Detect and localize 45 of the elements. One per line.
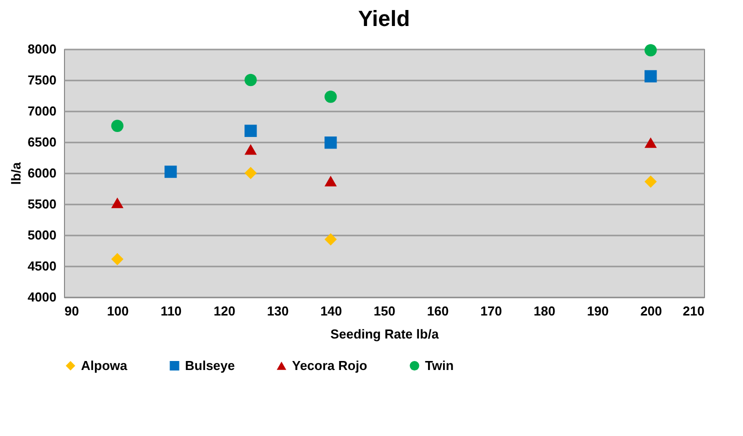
x-tick-label: 90 bbox=[64, 304, 79, 318]
y-tick-label: 6500 bbox=[28, 134, 56, 150]
point bbox=[111, 253, 124, 266]
legend-label: Twin bbox=[425, 358, 454, 373]
point bbox=[244, 144, 257, 155]
x-tick-label: 120 bbox=[214, 304, 236, 318]
point bbox=[111, 197, 124, 208]
point bbox=[644, 70, 657, 82]
x-tick-label: 110 bbox=[160, 304, 182, 318]
y-tick-label: 7000 bbox=[28, 104, 56, 118]
y-tick-label: 4000 bbox=[28, 290, 56, 304]
y-tick-label: 7500 bbox=[28, 72, 56, 88]
x-tick-label: 190 bbox=[586, 304, 609, 318]
x-tick-label: 210 bbox=[682, 304, 704, 318]
point bbox=[244, 166, 257, 180]
y-axis-title: lb/a bbox=[8, 162, 24, 185]
point bbox=[324, 176, 337, 186]
x-tick-label: 160 bbox=[426, 304, 449, 318]
point bbox=[644, 137, 657, 148]
point bbox=[111, 120, 124, 132]
x-tick-label: 150 bbox=[374, 304, 396, 318]
y-tick-label: 4500 bbox=[28, 258, 56, 274]
chart-title: Yield bbox=[358, 6, 410, 31]
legend-label: Yecora Rojo bbox=[292, 358, 368, 373]
point bbox=[164, 166, 177, 178]
y-tick-label: 6000 bbox=[28, 166, 56, 180]
point bbox=[324, 136, 337, 149]
legend-label: Alpowa bbox=[81, 358, 128, 373]
legend-label: Bulseye bbox=[185, 358, 235, 373]
point bbox=[644, 44, 657, 56]
y-tick-label: 5500 bbox=[28, 196, 56, 212]
x-tick-label: 130 bbox=[266, 304, 289, 318]
y-tick-label: 5000 bbox=[28, 228, 56, 242]
point bbox=[644, 176, 657, 188]
point bbox=[244, 124, 257, 137]
x-axis-title: Seeding Rate lb/a bbox=[330, 326, 440, 342]
x-tick-label: 200 bbox=[640, 304, 662, 318]
x-tick-label: 170 bbox=[480, 304, 502, 318]
y-tick-label: 8000 bbox=[28, 42, 56, 56]
x-tick-label: 180 bbox=[534, 304, 556, 318]
point bbox=[244, 74, 257, 86]
point bbox=[324, 90, 337, 103]
x-tick-label: 140 bbox=[320, 304, 342, 318]
x-tick-label: 100 bbox=[106, 304, 129, 318]
point bbox=[324, 233, 337, 246]
